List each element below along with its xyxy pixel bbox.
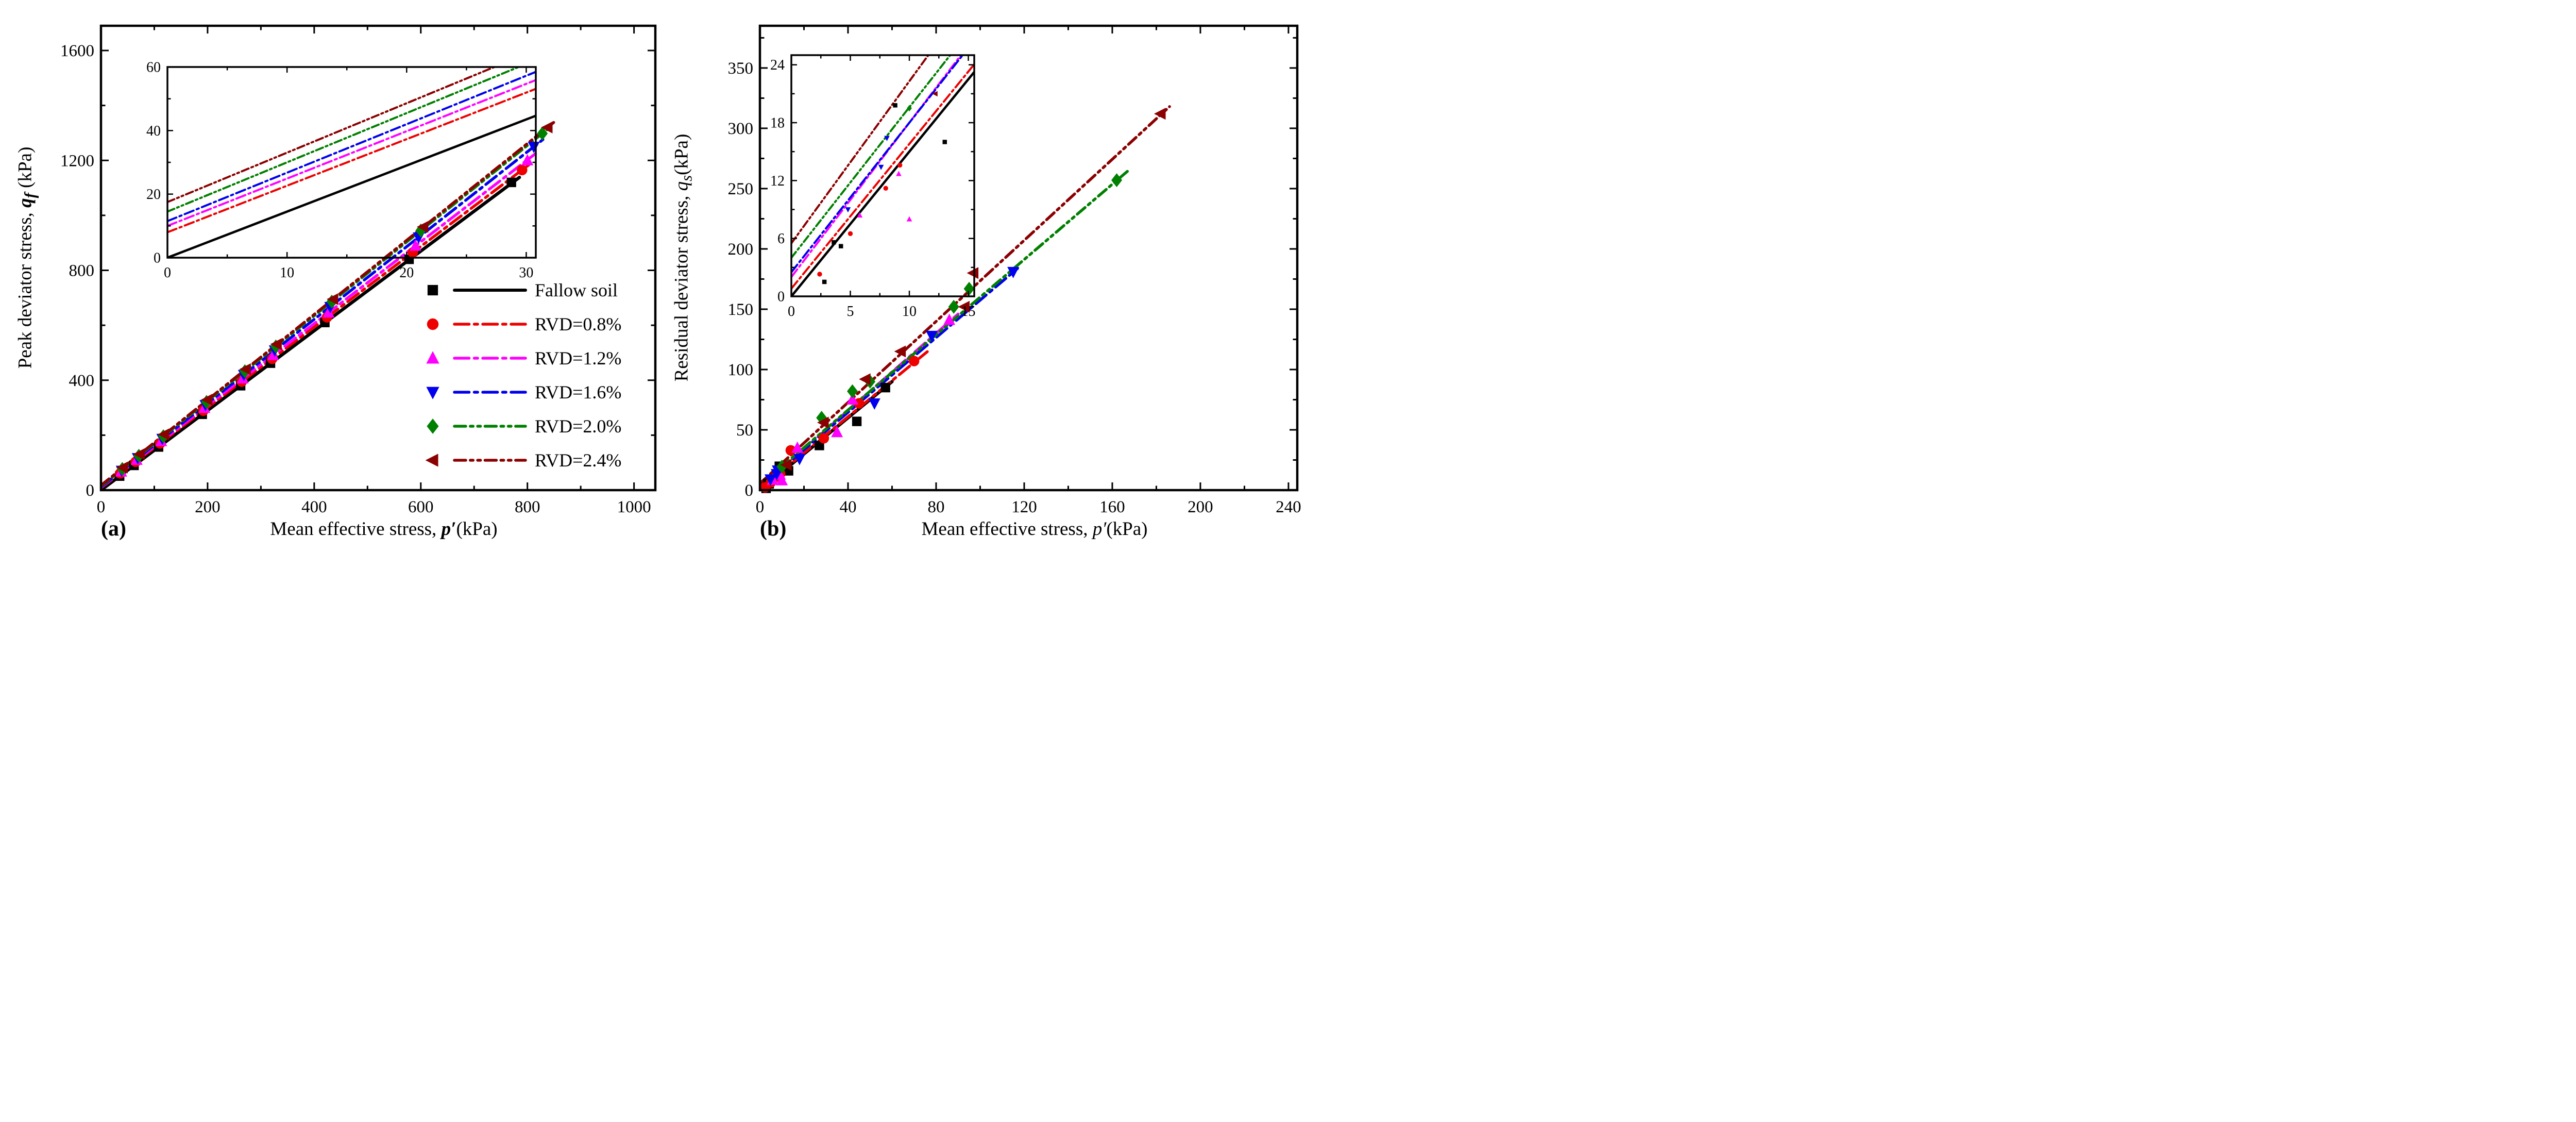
y-tick-label: 50: [736, 421, 753, 440]
legend: Fallow soil RVD=0.8% RVD=1.2% RVD=1.6% RVD=2…: [421, 273, 621, 477]
legend-diamond-icon: [427, 418, 439, 434]
x-tick-label: 10: [280, 265, 294, 281]
y-tick-label: 60: [146, 60, 161, 76]
x-tick-label: 200: [195, 498, 221, 516]
y-tick-label: 150: [728, 300, 754, 319]
plot-b-x-axis-label: Mean effective stress, p′(kPa): [921, 518, 1148, 540]
y-tick-label: 350: [728, 59, 754, 78]
x-tick-label: 800: [515, 498, 540, 516]
x-tick-label: 20: [399, 265, 414, 281]
y-tick-label: 200: [728, 240, 754, 259]
legend-label: RVD=0.8%: [535, 314, 622, 334]
x-tick-label: 160: [1099, 498, 1125, 516]
x-tick-label: 15: [961, 304, 976, 320]
y-tick-label: 18: [770, 115, 785, 131]
y-tick-label: 0: [154, 250, 161, 266]
legend-linestyle-icon: [453, 323, 527, 326]
y-tick-label: 1200: [60, 152, 94, 170]
y-tick-label: 24: [770, 57, 785, 73]
y-tick-label: 400: [69, 372, 95, 390]
y-tick-label: 12: [770, 173, 785, 189]
x-tick-label: 120: [1011, 498, 1037, 516]
x-tick-label: 0: [788, 304, 795, 320]
x-tick-label: 200: [1188, 498, 1213, 516]
legend-circle-icon: [427, 318, 439, 330]
y-tick-label: 250: [728, 180, 754, 198]
legend-triangle-left-icon: [425, 454, 438, 467]
x-tick-label: 0: [756, 498, 765, 516]
x-tick-label: 80: [927, 498, 944, 516]
y-tick-label: 0: [777, 289, 785, 305]
legend-linestyle-icon: [453, 357, 527, 360]
panel-b-letter: (b): [760, 517, 787, 541]
legend-triangle-up-icon: [426, 351, 439, 364]
x-tick-label: 10: [902, 304, 917, 320]
y-tick-label: 100: [728, 361, 754, 379]
legend-label: Fallow soil: [535, 280, 618, 300]
legend-item: RVD=1.6%: [421, 375, 621, 409]
y-tick-label: 800: [69, 262, 95, 280]
y-tick-label: 0: [86, 481, 95, 500]
legend-label: RVD=2.0%: [535, 416, 622, 437]
x-tick-label: 5: [847, 304, 854, 320]
x-tick-label: 0: [97, 498, 106, 516]
x-tick-label: 0: [164, 265, 171, 281]
panel-b: 0 40 80 120 160 200 240 0 50 100 150 200 250 300 350 0 5…: [658, 0, 1317, 561]
legend-linestyle-icon: [453, 391, 527, 394]
legend-item: RVD=2.0%: [421, 409, 621, 443]
x-tick-label: 600: [408, 498, 434, 516]
y-tick-label: 6: [777, 231, 785, 247]
x-tick-label: 40: [839, 498, 856, 516]
y-tick-label: 0: [745, 481, 754, 500]
legend-item: Fallow soil: [421, 273, 621, 307]
plot-a-y-axis-label: Peak deviator stress, qf (kPa): [14, 146, 39, 369]
legend-item: RVD=0.8%: [421, 307, 621, 341]
legend-square-icon: [427, 284, 438, 296]
plot-a-canvas: 0 200 400 600 800 1000 0 400 800 1200 1600 0 10 20 30 0…: [60, 24, 657, 516]
legend-label: RVD=1.2%: [535, 348, 622, 369]
y-tick-label: 1600: [60, 42, 94, 60]
legend-linestyle-icon: [453, 459, 527, 462]
panel-a-letter: (a): [101, 517, 126, 541]
y-tick-label: 300: [728, 120, 754, 138]
legend-linestyle-icon: [453, 425, 527, 428]
legend-label: RVD=2.4%: [535, 450, 622, 471]
x-tick-label: 30: [519, 265, 533, 281]
plot-b-y-axis-label: Residual deviator stress, qs(kPa): [671, 133, 696, 382]
legend-label: RVD=1.6%: [535, 382, 622, 403]
plot-a-x-axis-label: Mean effective stress, p′(kPa): [270, 518, 498, 540]
x-tick-label: 1000: [617, 498, 651, 516]
legend-linestyle-icon: [453, 289, 527, 292]
x-tick-label: 400: [301, 498, 327, 516]
figure: 0 200 400 600 800 1000 0 400 800 1200 1600 0 10 20 30 0…: [0, 0, 1317, 561]
y-tick-label: 40: [146, 123, 161, 139]
y-tick-label: 20: [146, 187, 161, 203]
x-tick-label: 240: [1276, 498, 1301, 516]
legend-triangle-down-icon: [426, 387, 439, 399]
legend-item: RVD=2.4%: [421, 443, 621, 477]
panel-a: 0 200 400 600 800 1000 0 400 800 1200 1600 0 10 20 30 0…: [0, 0, 658, 561]
legend-item: RVD=1.2%: [421, 341, 621, 375]
